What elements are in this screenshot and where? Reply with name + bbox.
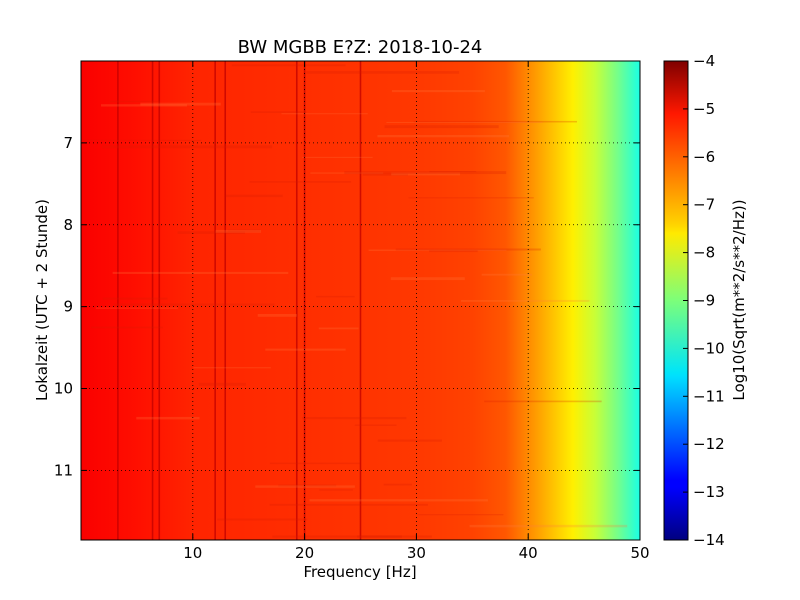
texture-streak bbox=[306, 71, 460, 74]
colorbar-ticks: −4 −5 −6 −7 −8 −9 −10 −11 −12 −13 −14 bbox=[683, 52, 725, 549]
texture-streak bbox=[100, 104, 187, 107]
colorbar: −4 −5 −6 −7 −8 −9 −10 −11 −12 −13 −14 Log10(Sqrt(m… bbox=[663, 52, 748, 549]
texture-streak bbox=[231, 64, 346, 67]
texture-streak bbox=[319, 489, 353, 491]
texture-streak bbox=[91, 326, 163, 329]
texture-streak bbox=[217, 518, 308, 521]
x-tick-label: 40 bbox=[519, 544, 538, 562]
texture-streak bbox=[272, 535, 432, 538]
texture-streak bbox=[250, 111, 307, 114]
x-axis-label: Frequency [Hz] bbox=[303, 563, 416, 581]
texture-streak bbox=[113, 303, 275, 306]
colorbar-tick-label: −8 bbox=[693, 244, 715, 262]
texture-streak bbox=[395, 248, 541, 251]
texture-streak bbox=[481, 273, 532, 276]
texture-streak bbox=[177, 231, 245, 234]
y-tick-label: 7 bbox=[63, 134, 73, 152]
colorbar-tick-label: −13 bbox=[693, 483, 725, 501]
colorbar-tick-label: −5 bbox=[693, 100, 715, 118]
colorbar-tick-label: −12 bbox=[693, 435, 725, 453]
texture-streak bbox=[101, 145, 273, 149]
colorbar-gradient bbox=[663, 60, 689, 541]
colorbar-tick-label: −4 bbox=[693, 52, 715, 70]
colorbar-tick-label: −7 bbox=[693, 196, 715, 214]
texture-streak bbox=[318, 327, 359, 330]
texture-streak bbox=[112, 271, 289, 274]
texture-streak bbox=[391, 90, 485, 93]
texture-streak bbox=[408, 197, 534, 199]
heatmap-area bbox=[81, 61, 640, 540]
texture-streak bbox=[269, 503, 428, 506]
texture-streak bbox=[383, 483, 412, 486]
texture-streak bbox=[484, 400, 602, 403]
texture-streak bbox=[391, 172, 461, 176]
plot-frame bbox=[80, 60, 641, 541]
texture-streak bbox=[357, 535, 402, 538]
y-tick-label: 8 bbox=[63, 216, 73, 234]
texture-streak bbox=[469, 524, 628, 528]
texture-streak bbox=[309, 499, 488, 502]
heatmap-texture bbox=[81, 64, 628, 538]
texture-streak bbox=[227, 229, 261, 233]
texture-streak bbox=[257, 313, 297, 317]
texture-streak bbox=[255, 485, 355, 488]
spectral-lines bbox=[117, 61, 362, 540]
texture-streak bbox=[140, 102, 221, 106]
texture-streak bbox=[281, 113, 368, 115]
x-axis-ticks: 10 20 30 40 50 bbox=[183, 61, 650, 562]
colorbar-tick-label: −10 bbox=[693, 339, 725, 357]
y-axis-ticks: 7 8 9 10 11 bbox=[54, 134, 640, 479]
texture-streak bbox=[109, 100, 160, 103]
texture-streak bbox=[362, 173, 408, 176]
texture-streak bbox=[316, 295, 355, 298]
texture-streak bbox=[265, 348, 346, 351]
texture-streak bbox=[384, 125, 499, 129]
texture-streak bbox=[225, 194, 283, 198]
texture-streak bbox=[377, 439, 442, 442]
y-tick-label: 11 bbox=[54, 461, 73, 479]
colorbar-label: Log10(Sqrt(m**2/s**2/Hz)) bbox=[730, 199, 748, 400]
texture-streak bbox=[386, 121, 543, 124]
colorbar-tick-label: −11 bbox=[693, 387, 725, 405]
texture-streak bbox=[413, 120, 577, 123]
colorbar-tick-label: −14 bbox=[693, 531, 725, 549]
y-axis-label: Lokalzeit (UTC + 2 Stunde) bbox=[33, 199, 51, 401]
texture-streak bbox=[310, 172, 384, 174]
x-tick-label: 50 bbox=[630, 544, 649, 562]
texture-streak bbox=[377, 134, 510, 138]
texture-streak bbox=[95, 307, 178, 309]
texture-streak bbox=[81, 139, 202, 142]
chart-title: BW MGBB E?Z: 2018-10-24 bbox=[238, 37, 483, 58]
texture-streak bbox=[368, 249, 507, 252]
texture-streak bbox=[136, 416, 200, 420]
texture-streak bbox=[302, 416, 407, 420]
colorbar-tick-label: −6 bbox=[693, 148, 715, 166]
texture-streak bbox=[278, 484, 337, 487]
x-tick-label: 10 bbox=[183, 544, 202, 562]
texture-streak bbox=[429, 250, 478, 253]
texture-streak bbox=[198, 382, 246, 386]
texture-streak bbox=[429, 171, 477, 173]
texture-streak bbox=[193, 367, 271, 369]
texture-streak bbox=[354, 424, 397, 426]
y-tick-label: 10 bbox=[54, 380, 73, 398]
texture-streak bbox=[302, 156, 373, 158]
texture-streak bbox=[249, 181, 352, 183]
colorbar-tick-label: −9 bbox=[693, 292, 715, 310]
texture-streak bbox=[269, 462, 361, 465]
texture-streak bbox=[461, 299, 590, 302]
x-tick-label: 30 bbox=[407, 544, 426, 562]
texture-streak bbox=[102, 297, 168, 300]
x-tick-label: 20 bbox=[295, 544, 314, 562]
y-tick-label: 9 bbox=[63, 298, 73, 316]
texture-streak bbox=[344, 171, 507, 175]
texture-streak bbox=[215, 229, 262, 233]
texture-streak bbox=[417, 514, 504, 516]
texture-streak bbox=[390, 277, 465, 281]
